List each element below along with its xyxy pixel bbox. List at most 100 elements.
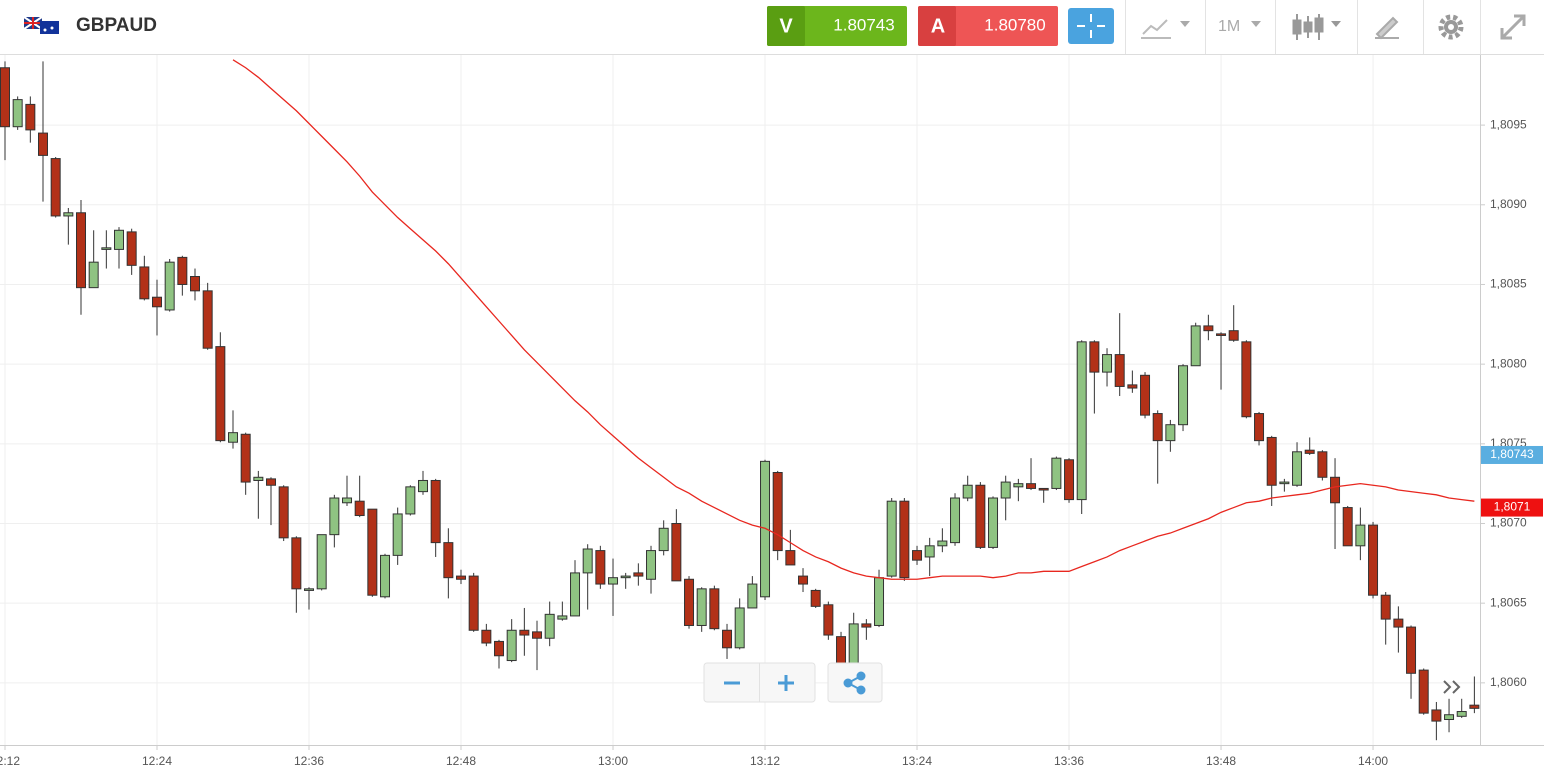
candle-body xyxy=(1051,457,1062,489)
candle-body xyxy=(1203,325,1214,332)
y-tick-label: 1,8085 xyxy=(1490,277,1527,291)
candle-body xyxy=(798,575,809,585)
candle-body xyxy=(50,158,61,217)
x-tick-label: 13:00 xyxy=(598,754,628,768)
candle-body xyxy=(937,540,948,547)
draw-tool-button[interactable] xyxy=(1375,16,1399,40)
candle-body xyxy=(1178,365,1189,426)
zoom-in[interactable] xyxy=(778,675,794,691)
x-tick-label: 14:00 xyxy=(1358,754,1388,768)
y-tick-label: 1,8095 xyxy=(1490,117,1527,131)
candle-body xyxy=(734,607,745,649)
candle-type-button[interactable] xyxy=(1292,14,1341,40)
candle-body xyxy=(1292,451,1303,486)
candle-body xyxy=(557,615,568,620)
candle-body xyxy=(519,629,530,636)
candle-body xyxy=(785,550,796,566)
chart-type-button[interactable] xyxy=(1141,19,1190,39)
candle-body xyxy=(12,99,23,128)
header: GBPAUD V 1.80743 A 1.80780 1M xyxy=(0,0,1544,55)
y-tick-label: 1,8070 xyxy=(1490,516,1527,530)
candle-body xyxy=(1330,476,1341,504)
candle-body xyxy=(481,629,492,644)
candle-body xyxy=(810,589,821,607)
candle-body xyxy=(760,460,771,598)
timeframe: 1M xyxy=(1218,18,1240,35)
x-tick-label: 12:24 xyxy=(142,754,172,768)
candle-body xyxy=(1393,618,1404,628)
candle-body xyxy=(1013,483,1024,488)
candle-body xyxy=(1127,384,1138,389)
fullscreen-button[interactable] xyxy=(1500,14,1526,40)
candle-body xyxy=(582,548,593,574)
settings-button[interactable] xyxy=(1438,14,1464,40)
candle-body xyxy=(671,522,682,582)
y-tick-label: 1,8060 xyxy=(1490,675,1527,689)
candle-body xyxy=(152,296,163,308)
crosshair-button[interactable] xyxy=(1068,8,1114,44)
candle-body xyxy=(1114,354,1125,387)
y-tick-label: 1,8065 xyxy=(1490,595,1527,609)
candle-body xyxy=(316,534,327,590)
candle-body xyxy=(874,577,885,626)
candle-body xyxy=(443,542,454,579)
candle-body xyxy=(0,67,10,128)
candle-body xyxy=(25,103,36,131)
candle-body xyxy=(1038,487,1049,491)
x-tick-label: 12:36 xyxy=(294,754,324,768)
candle-body xyxy=(1089,341,1100,373)
timeframe-button[interactable]: 1M xyxy=(1218,18,1261,35)
candle-body xyxy=(38,132,49,156)
candle-body xyxy=(620,575,631,579)
candle-body xyxy=(228,432,239,443)
candle-body xyxy=(962,484,973,499)
candle-body xyxy=(1380,594,1391,620)
scroll-to-end[interactable] xyxy=(1443,680,1461,694)
candle-body xyxy=(1000,481,1011,499)
candle-body xyxy=(139,266,150,300)
buy-button[interactable]: A 1.80780 xyxy=(918,6,1058,46)
candle-body xyxy=(392,513,403,556)
separators xyxy=(1125,0,1481,54)
axes: 1,80601,80651,80701,80751,80801,80851,80… xyxy=(0,117,1543,768)
candle-body xyxy=(114,229,125,250)
candle-body xyxy=(63,212,74,217)
candle-body xyxy=(88,261,99,289)
x-tick-label: 12:12 xyxy=(0,754,20,768)
x-tick-label: 13:24 xyxy=(902,754,932,768)
candle-body xyxy=(747,583,758,609)
price-label-box xyxy=(1481,445,1543,464)
candle-body xyxy=(532,631,543,639)
plot-area xyxy=(0,59,1480,741)
candle-body xyxy=(468,575,479,631)
x-tick-label: 12:48 xyxy=(446,754,476,768)
x-tick-label: 13:48 xyxy=(1206,754,1236,768)
candle-body xyxy=(912,550,923,561)
candle-body xyxy=(1469,704,1480,709)
candle-body xyxy=(1064,459,1075,501)
candle-body xyxy=(1317,451,1328,478)
y-tick-label: 1,8080 xyxy=(1490,356,1527,370)
moving-average-line xyxy=(232,59,1475,580)
candle-body xyxy=(177,256,188,285)
candle-body xyxy=(1342,507,1353,547)
sell-label: V xyxy=(779,15,793,37)
share-button[interactable] xyxy=(843,671,866,695)
candle-body xyxy=(494,640,505,657)
candle-body xyxy=(772,472,783,552)
sell-button[interactable]: V 1.80743 xyxy=(767,6,907,46)
candle-body xyxy=(202,290,213,349)
candle-body xyxy=(1279,481,1290,485)
candle-body xyxy=(1216,333,1227,336)
candle-body xyxy=(1456,711,1467,717)
candle-body xyxy=(405,486,416,515)
candle-body xyxy=(342,497,353,504)
candle-body xyxy=(950,497,961,544)
share-box xyxy=(827,662,883,703)
zoom-controls xyxy=(703,662,1461,703)
candle-body xyxy=(253,476,264,481)
candle-body xyxy=(190,276,201,292)
candle-body xyxy=(329,497,340,536)
